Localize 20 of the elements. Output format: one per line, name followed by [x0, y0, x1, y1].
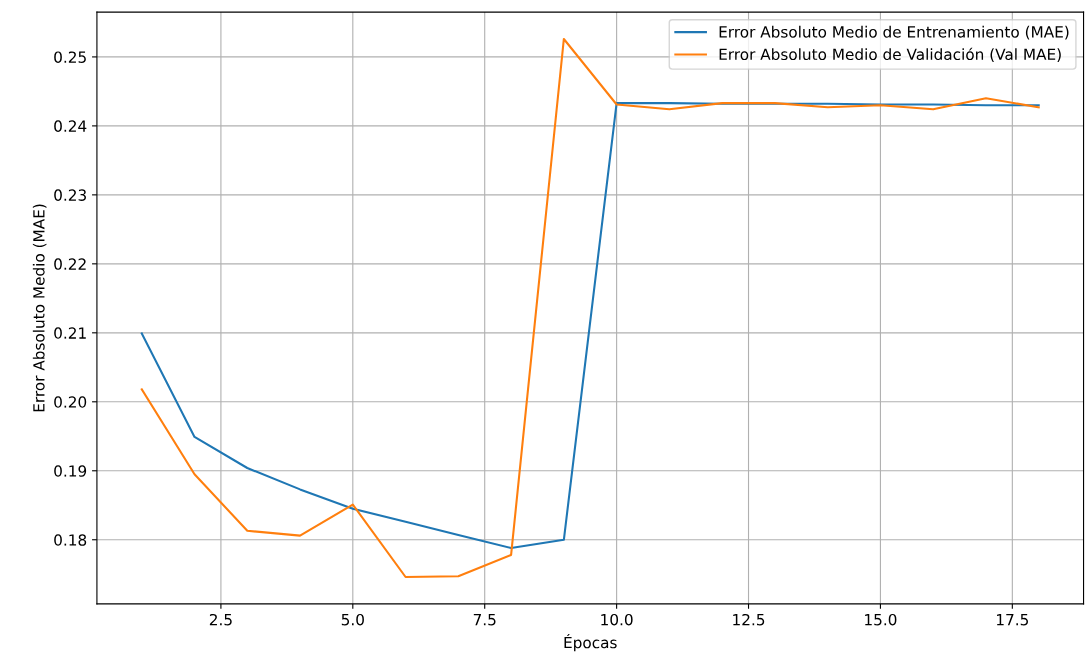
x-tick-label: 5.0: [341, 613, 364, 626]
legend-label: Error Absoluto Medio de Validación (Val MAE): [719, 47, 1061, 62]
y-tick-label: 0.23: [54, 189, 86, 201]
line-series: [140, 102, 1040, 550]
y-tick-label: 0.21: [54, 327, 86, 339]
x-tick-label: 17.5: [997, 614, 1028, 626]
x-tick-label: 12.5: [733, 613, 765, 626]
legend-label: Error Absoluto Medio de Entrenamiento (MAE): [719, 25, 1069, 40]
x-tick-label: 7.5: [473, 614, 496, 626]
x-tick-label: 10.0: [601, 613, 633, 626]
y-tick-label: 0.25: [54, 51, 86, 63]
y-tick-label: 0.18: [54, 534, 87, 546]
x-tick-label: 2.5: [209, 613, 232, 626]
y-axis-title: Error Absoluto Medio (MAE): [32, 204, 47, 412]
y-tick-label: 0.24: [54, 120, 87, 132]
y-tick-label: 0.20: [54, 396, 87, 408]
x-axis-title: Épocas: [564, 633, 617, 652]
y-tick-label: 0.19: [54, 465, 87, 477]
x-tick-label: 15.0: [865, 613, 897, 626]
y-tick-label: 0.22: [54, 258, 86, 270]
